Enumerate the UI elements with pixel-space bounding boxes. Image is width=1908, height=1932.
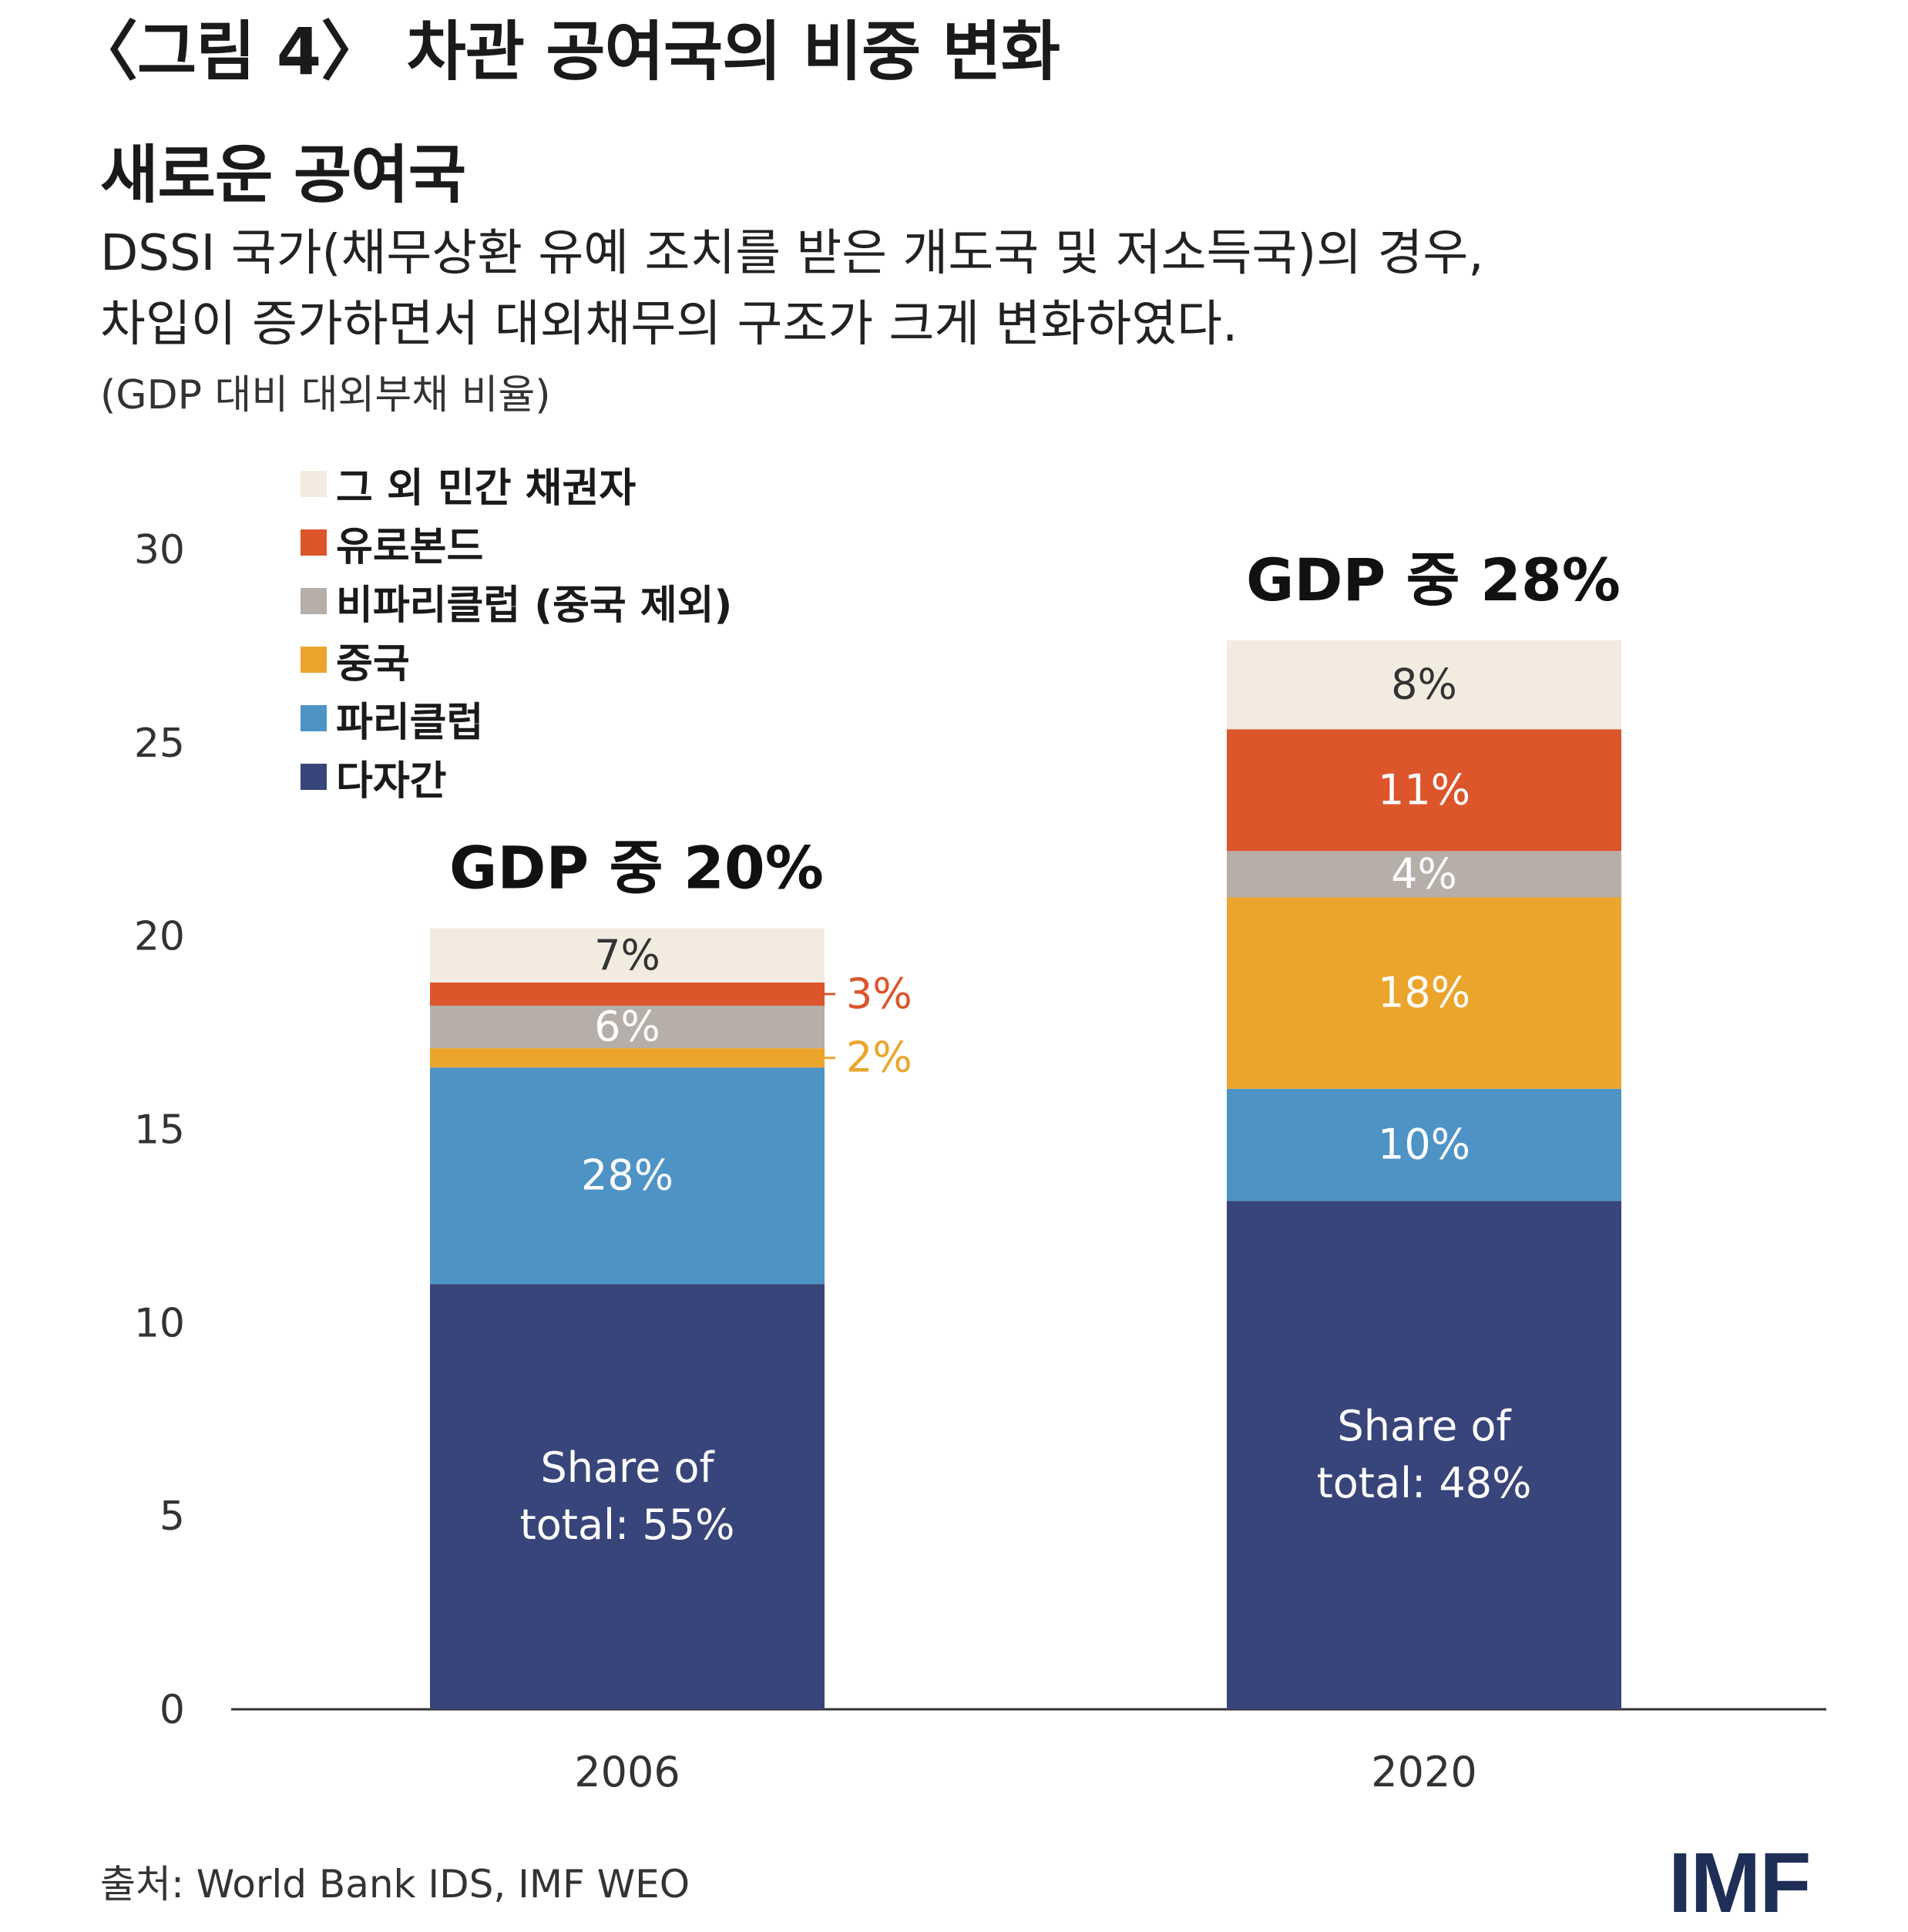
bar-segment-non-paris [1227,851,1621,898]
bar-segment-china [1227,897,1621,1089]
subtitle-line-1: DSSI 국가(채무상환 유예 조치를 받은 개도국 및 저소득국)의 경우, [100,225,1484,282]
y-tick-label: 0 [160,1687,185,1733]
legend-swatch [301,588,327,614]
data-label: 28% [581,1151,674,1200]
bar-segment-eurobond [1227,729,1621,852]
legend-label: 유로본드 [336,523,484,570]
bar-segment-multilateral [430,1284,825,1709]
y-tick-label: 15 [134,1107,185,1154]
data-label: Share of [540,1443,715,1492]
legend-label: 비파리클럽 (중국 제외) [336,582,733,629]
y-tick-label: 25 [134,721,185,767]
data-label: Share of [1337,1402,1512,1450]
data-label: 10% [1378,1121,1470,1169]
bar-segment-non-paris [430,1005,825,1049]
x-tick-label: 2006 [574,1748,680,1796]
legend-label: 중국 [336,640,410,687]
legend-label: 그 외 민간 채권자 [336,465,637,512]
bar-segment-other-private [430,928,825,983]
data-label: 2% [846,1033,912,1082]
data-label: 18% [1378,969,1470,1017]
legend-swatch [301,529,327,556]
data-label: 8% [1391,660,1457,709]
bar-total-label: GDP 중 20% [449,834,824,902]
bar-total-label: GDP 중 28% [1246,546,1621,614]
legend-swatch [301,705,327,731]
legend-label: 파리클럽 [336,699,484,746]
y-tick-label: 5 [160,1494,185,1540]
legend-item-china: 중국 [301,630,732,689]
stacked-bar-chart: 0 5 10 15 20 25 30 Share of total: 55% 28% 2% 6% 3% 7… [134,527,1826,1796]
y-tick-label: 30 [134,527,185,573]
bar-segment-other-private [1227,640,1621,730]
data-label: total: 55% [520,1500,735,1549]
y-tick-label: 20 [134,914,185,960]
data-label: total: 48% [1317,1459,1532,1507]
legend-label: 다자간 [336,758,447,805]
legend-item-other-private: 그 외 민간 채권자 [301,455,732,513]
legend-item-paris-club: 파리클럽 [301,689,732,748]
legend-swatch [301,764,327,790]
x-tick-label: 2020 [1371,1748,1476,1796]
bar-segment-china [430,1048,825,1068]
data-label: 6% [594,1003,660,1051]
data-label: 7% [594,931,660,979]
legend-item-non-paris: 비파리클럽 (중국 제외) [301,572,732,630]
data-label: 4% [1391,849,1457,898]
y-tick-label: 10 [134,1300,185,1346]
figure-label: 〈그림 4〉 차관 공여국의 비중 변화 [73,14,1060,89]
legend-item-eurobond: 유로본드 [301,513,732,572]
data-label: 11% [1378,765,1470,814]
bar-segment-paris-club [1227,1088,1621,1201]
legend-swatch [301,471,327,497]
subtitle-line-2: 차입이 증가하면서 대외채무의 구조가 크게 변화하였다. [100,296,1238,353]
data-label: 3% [846,969,912,1018]
imf-logo: IMF [1668,1836,1811,1930]
legend-item-multilateral: 다자간 [301,748,732,806]
bar-segment-multilateral [1227,1201,1621,1709]
legend-swatch [301,647,327,673]
source-note: 출처: World Bank IDS, IMF WEO [100,1862,690,1907]
bar-segment-eurobond [430,982,825,1006]
chart-subtitle: DSSI 국가(채무상환 유예 조치를 받은 개도국 및 저소득국)의 경우, … [100,218,1484,360]
bar-segment-paris-club [430,1067,825,1285]
chart-title: 새로운 공여국 [100,139,466,212]
unit-label: (GDP 대비 대외부채 비율) [100,372,551,418]
